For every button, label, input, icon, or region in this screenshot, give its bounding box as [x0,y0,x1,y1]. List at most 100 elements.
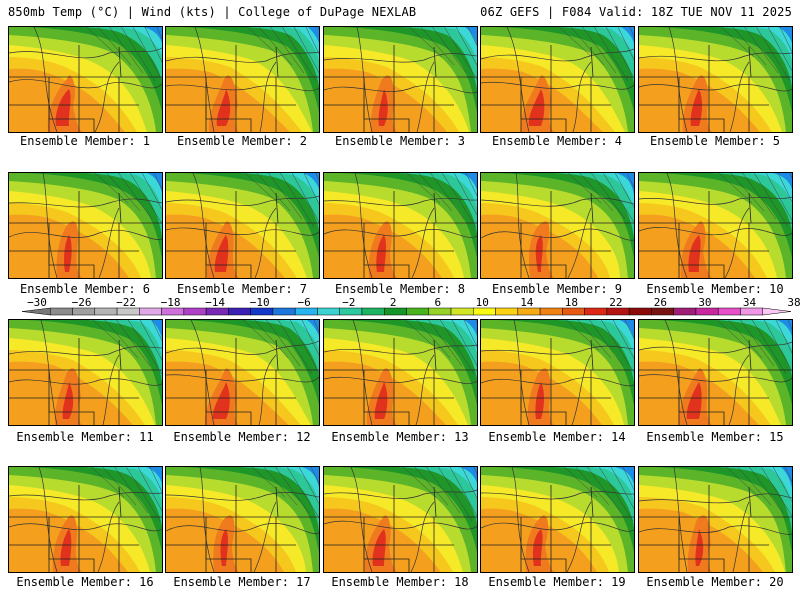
wind-streamline [406,173,441,204]
isotherm-contour-0 [639,84,792,92]
colorbar-segment [139,307,162,316]
temperature-shade-7 [276,467,319,505]
colorbar-tick-label: 2 [390,296,397,309]
isotherm-contour-0 [324,85,477,94]
member-temperature-map [166,320,319,425]
wind-streamline [430,173,465,220]
wind-streamline [742,173,777,220]
wind-streamline [579,173,614,212]
colorbar-tick-label: 10 [476,296,489,309]
temperature-shade-7 [595,27,634,57]
ensemble-member-map [480,172,635,279]
ensemble-member-label: Ensemble Member: 6 [19,282,151,296]
wind-streamline [602,173,634,223]
temperature-shade-8 [777,320,792,336]
ensemble-member-map [638,172,793,279]
wind-streamline [765,173,792,221]
isotherm-contour-3 [258,354,277,425]
temperature-shade-10 [535,382,544,419]
temperature-shade-6 [392,173,477,234]
state-border-7 [205,398,252,425]
colorbar-tick-label: −2 [342,296,355,309]
temperature-shade-7 [277,173,319,204]
temperature-shade-10 [212,382,230,419]
wind-streamline [449,467,477,517]
wind-streamline [313,320,319,333]
member-temperature-map [639,467,792,572]
colorbar-tick-label: −14 [205,296,225,309]
isotherm-contour-2 [190,320,215,425]
temperature-shade-8 [143,27,162,43]
wind-streamline [779,27,792,53]
isotherm-contour-0 [9,79,162,89]
wind-streamline [428,320,463,367]
ensemble-member-label: Ensemble Member: 15 [646,430,784,444]
isotherm-contour-0 [166,523,319,534]
isotherm-contour-1 [481,491,634,500]
temperature-shade-8 [781,467,792,488]
isotherm-contour-1 [481,197,634,207]
wind-streamline [772,467,792,503]
temperature-shade-10 [62,382,74,419]
temperature-shade-6 [397,27,477,90]
state-border-6 [748,339,752,371]
ensemble-member-label: Ensemble Member: 8 [334,282,466,296]
state-border-7 [678,398,725,425]
isotherm-contour-3 [567,207,592,278]
temperature-shade-10 [64,235,72,272]
colorbar-segment [428,307,452,316]
isotherm-contour-3 [732,501,750,572]
wind-streamline [418,173,453,212]
ensemble-member-label: Ensemble Member: 11 [16,430,154,444]
ensemble-member-label: Ensemble Member: 12 [173,430,311,444]
wind-streamline [453,173,477,216]
temperature-shade-6 [396,320,477,379]
isotherm-contour-1 [9,492,162,501]
state-border-6 [433,486,437,518]
ensemble-member-map [638,26,793,133]
temperature-shade-4 [481,467,634,572]
wind-streamline [589,320,624,367]
member-temperature-map [481,173,634,278]
state-border-6 [433,46,437,78]
colorbar-segment [717,307,741,316]
wind-streamline [575,467,610,506]
temperature-shade-6 [234,467,319,531]
temperature-shade-10 [214,235,229,272]
wind-streamline [305,27,319,55]
colorbar-segment [450,307,474,316]
isotherm-contour-0 [324,520,477,530]
temperature-shade-7 [125,320,162,356]
temperature-shade-8 [459,467,477,483]
isotherm-contour-1 [9,47,162,59]
temperature-shade-10 [688,235,701,272]
isotherm-contour-2 [33,27,58,132]
wind-streamline [725,467,760,498]
isotherm-contour-1 [639,341,792,354]
ensemble-member-map [165,172,320,279]
wind-streamline [784,467,792,483]
wind-streamline [127,320,162,375]
wind-streamline [104,320,139,359]
ensemble-member-label: Ensemble Member: 4 [491,134,623,148]
wind-streamline [563,467,598,498]
isotherm-contour-2 [350,467,373,572]
temperature-shade-4 [639,27,792,132]
isotherm-contour-0 [481,522,634,532]
ensemble-member-label: Ensemble Member: 1 [19,134,151,148]
colorbar-segment [651,307,674,316]
wind-streamline [763,320,792,372]
isotherm-contour-0 [481,81,634,90]
isotherm-contour-3 [416,61,435,132]
state-border-6 [275,486,279,518]
wind-streamline [426,467,461,514]
ensemble-member-label: Ensemble Member: 20 [646,575,784,589]
wind-streamline [258,27,293,66]
temperature-shade-4 [9,27,162,132]
member-temperature-map [166,173,319,278]
isotherm-contour-0 [9,229,162,240]
wind-streamline [612,320,634,359]
member-temperature-map [481,467,634,572]
wind-streamline [114,467,149,514]
wind-streamline [626,173,634,189]
